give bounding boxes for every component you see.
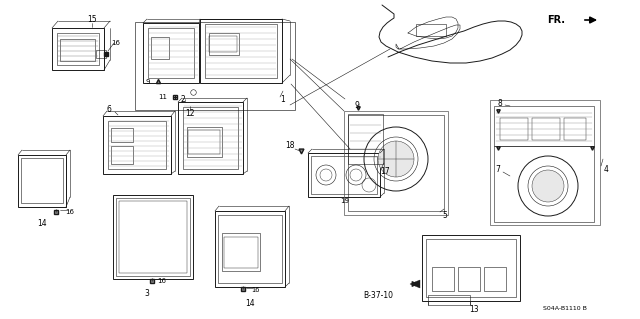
Text: 2: 2 <box>180 94 186 103</box>
Bar <box>348 115 444 211</box>
Bar <box>308 153 380 197</box>
Bar <box>111 146 133 164</box>
Text: 15: 15 <box>87 14 97 24</box>
Text: 8: 8 <box>498 99 502 108</box>
Text: 9: 9 <box>146 79 150 85</box>
Bar <box>416 24 446 36</box>
Text: S04A-B1110 B: S04A-B1110 B <box>543 307 587 311</box>
Bar <box>348 114 383 164</box>
Circle shape <box>378 141 414 177</box>
Bar <box>113 195 193 279</box>
Bar <box>57 33 99 65</box>
Bar <box>96 50 106 58</box>
Bar <box>205 24 277 78</box>
Bar <box>311 156 377 194</box>
Bar <box>116 198 190 276</box>
Text: 12: 12 <box>185 109 195 118</box>
Bar <box>224 237 258 268</box>
Text: 4: 4 <box>604 165 609 174</box>
Text: 7: 7 <box>495 165 500 174</box>
Polygon shape <box>410 280 420 288</box>
Text: 6: 6 <box>107 105 111 114</box>
Bar <box>344 111 448 215</box>
Bar <box>143 23 199 83</box>
Text: 11: 11 <box>159 94 168 100</box>
Bar <box>187 127 222 157</box>
Text: 3: 3 <box>145 288 149 298</box>
Bar <box>111 128 133 142</box>
Bar <box>178 102 243 174</box>
Bar <box>188 130 220 154</box>
Bar <box>422 235 520 301</box>
Bar <box>151 37 169 59</box>
Text: 14: 14 <box>37 219 47 227</box>
Text: 16: 16 <box>65 209 74 215</box>
Bar <box>490 100 600 225</box>
Bar <box>18 155 66 207</box>
Text: 5: 5 <box>443 211 447 219</box>
Bar <box>60 39 95 61</box>
Bar <box>135 22 295 110</box>
Bar <box>432 267 454 291</box>
Text: 17: 17 <box>380 167 390 176</box>
Bar <box>484 267 506 291</box>
Text: 18: 18 <box>285 142 295 151</box>
Text: 19: 19 <box>340 198 349 204</box>
Text: 14: 14 <box>245 299 255 308</box>
Bar <box>494 146 594 222</box>
Bar <box>209 33 239 55</box>
Bar <box>428 295 470 305</box>
Text: 1: 1 <box>280 94 285 103</box>
Text: 9: 9 <box>355 100 360 109</box>
Bar <box>458 267 480 291</box>
Bar <box>222 233 260 271</box>
Bar <box>215 211 285 287</box>
Bar <box>119 201 187 273</box>
Bar <box>218 215 282 283</box>
Bar <box>21 158 63 203</box>
Bar <box>108 121 166 169</box>
Bar <box>209 36 237 52</box>
Text: 16: 16 <box>111 40 120 46</box>
Text: FR.: FR. <box>547 15 565 25</box>
Bar <box>500 118 528 140</box>
Bar <box>183 107 238 169</box>
Text: 16: 16 <box>251 287 259 293</box>
Bar <box>148 28 194 78</box>
Bar <box>103 116 171 174</box>
Bar <box>494 106 594 146</box>
Bar <box>52 28 104 70</box>
Text: B-37-10: B-37-10 <box>363 291 393 300</box>
Bar <box>200 19 282 83</box>
Circle shape <box>532 170 564 202</box>
Text: 16: 16 <box>157 278 166 284</box>
Bar <box>426 239 516 297</box>
Text: 13: 13 <box>469 306 479 315</box>
Bar <box>564 118 586 140</box>
Bar <box>532 118 560 140</box>
